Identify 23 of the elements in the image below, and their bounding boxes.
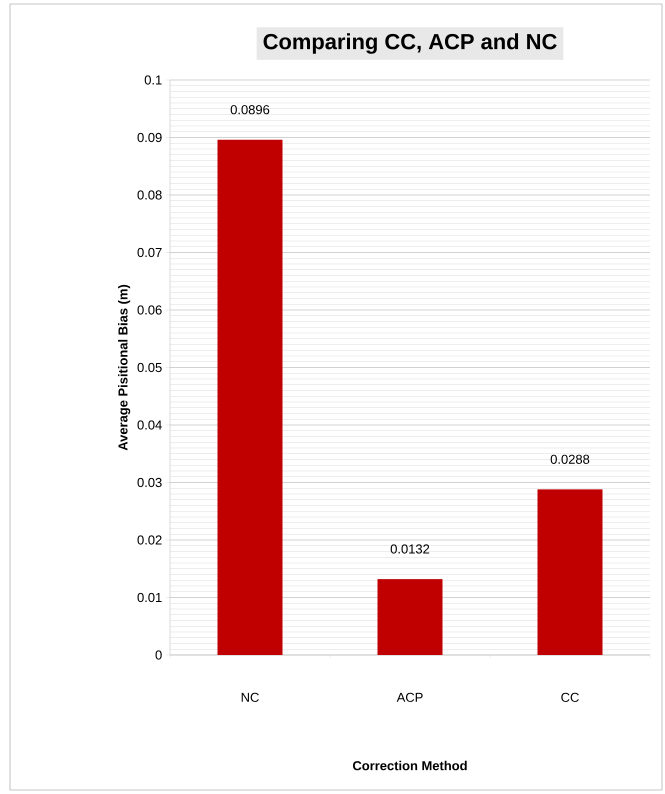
bar — [538, 489, 602, 655]
data-label: 0.0896 — [230, 105, 270, 114]
x-tick-label: CC — [561, 692, 579, 702]
y-tick-label: 0.02 — [138, 535, 162, 545]
bar — [378, 579, 442, 655]
y-tick-label: 0.09 — [138, 132, 162, 142]
y-tick-label: 0.01 — [138, 592, 162, 602]
y-tick-label: 0.08 — [138, 190, 162, 200]
y-tick-label: 0.04 — [138, 420, 162, 430]
x-axis-title: Correction Method — [352, 760, 467, 770]
y-tick-label: 0 — [156, 650, 162, 660]
bar — [218, 140, 282, 655]
data-label: 0.0288 — [550, 454, 590, 464]
y-tick-label: 0.05 — [138, 362, 162, 372]
chart-title: Comparing CC, ACP and NC — [264, 33, 557, 54]
y-tick-label: 0.06 — [138, 305, 162, 315]
y-axis-title: Average Pisitional Bias (m) — [118, 284, 130, 450]
data-label: 0.0132 — [390, 544, 430, 554]
x-tick-label: NC — [242, 692, 259, 702]
y-tick-label: 0.07 — [138, 248, 162, 258]
y-tick-label: 0.1 — [144, 75, 162, 85]
x-tick-label: ACP — [396, 692, 423, 702]
y-tick-label: 0.03 — [138, 478, 162, 488]
